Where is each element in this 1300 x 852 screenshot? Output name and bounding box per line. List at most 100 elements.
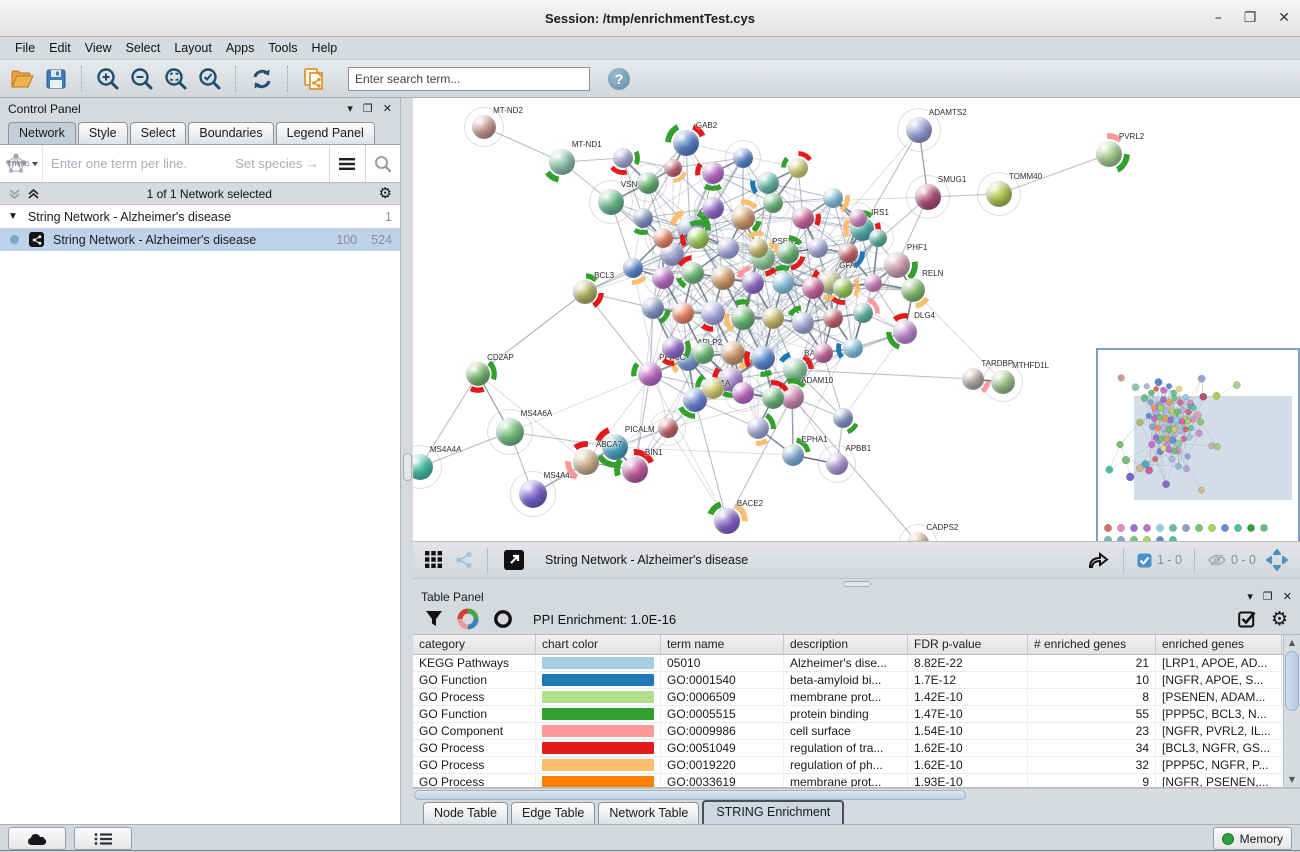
- network-node-ms4a4a[interactable]: MS4A4A: [413, 454, 433, 480]
- import-network-icon[interactable]: [300, 65, 328, 93]
- panel-close-icon[interactable]: ✕: [1283, 590, 1292, 603]
- filter-icon[interactable]: [425, 610, 443, 628]
- network-node-bin1[interactable]: BIN1: [622, 457, 648, 483]
- network-node[interactable]: [808, 238, 828, 258]
- network-node[interactable]: [721, 341, 745, 365]
- network-node[interactable]: [702, 197, 724, 219]
- menu-edit[interactable]: Edit: [42, 39, 78, 57]
- table-hscrollbar[interactable]: [413, 788, 1300, 800]
- network-node-vsnl1[interactable]: VSNL1: [598, 189, 624, 215]
- network-collection-row[interactable]: ▼ String Network - Alzheimer's disease 1: [0, 205, 400, 228]
- network-node[interactable]: [748, 238, 768, 258]
- network-node[interactable]: [637, 172, 659, 194]
- network-node[interactable]: [792, 207, 814, 229]
- network-node[interactable]: [731, 206, 755, 230]
- network-node-mthfd1l[interactable]: MTHFD1L: [991, 370, 1015, 394]
- panel-float-icon[interactable]: ❐: [1263, 590, 1273, 603]
- zoom-in-icon[interactable]: [94, 65, 122, 93]
- network-node[interactable]: [788, 158, 808, 178]
- menu-help[interactable]: Help: [305, 39, 345, 57]
- tab-node-table[interactable]: Node Table: [423, 802, 508, 824]
- network-node[interactable]: [733, 148, 753, 168]
- network-node[interactable]: [652, 267, 674, 289]
- zoom-out-icon[interactable]: [128, 65, 156, 93]
- network-node[interactable]: [751, 346, 775, 370]
- network-node[interactable]: [717, 237, 739, 259]
- network-node-bace2[interactable]: BACE2: [714, 508, 740, 534]
- network-node[interactable]: [802, 277, 824, 299]
- network-node-bcl3[interactable]: BCL3: [573, 280, 597, 304]
- panel-close-icon[interactable]: ✕: [383, 102, 392, 115]
- network-node[interactable]: [823, 308, 843, 328]
- network-share-icon[interactable]: [453, 546, 475, 574]
- memory-button[interactable]: Memory: [1213, 827, 1292, 850]
- network-node[interactable]: [662, 337, 684, 359]
- network-node[interactable]: [772, 272, 794, 294]
- network-node[interactable]: [864, 274, 882, 292]
- save-session-icon[interactable]: [42, 65, 70, 93]
- network-node-ppp5c[interactable]: PPP5C: [638, 362, 662, 386]
- tab-style[interactable]: Style: [78, 122, 128, 144]
- column-header[interactable]: # enriched genes: [1028, 635, 1156, 654]
- minimize-button[interactable]: –: [1215, 10, 1222, 26]
- menu-select[interactable]: Select: [119, 39, 168, 57]
- tab-legend-panel[interactable]: Legend Panel: [276, 122, 375, 144]
- network-node[interactable]: [742, 272, 764, 294]
- network-node[interactable]: [843, 338, 863, 358]
- network-gear-icon[interactable]: ⚙: [379, 186, 392, 201]
- export-network-icon[interactable]: [1085, 546, 1111, 574]
- network-node[interactable]: [777, 242, 799, 264]
- column-header[interactable]: category: [413, 635, 536, 654]
- menu-view[interactable]: View: [78, 39, 119, 57]
- table-vscrollbar[interactable]: ▲ ▼: [1283, 635, 1300, 786]
- splitter-handle[interactable]: [843, 581, 871, 587]
- network-node[interactable]: [838, 243, 858, 263]
- network-node[interactable]: [702, 377, 724, 399]
- network-node[interactable]: [763, 193, 783, 213]
- tree-expander-icon[interactable]: ▼: [8, 211, 18, 222]
- grid-view-icon[interactable]: [423, 546, 445, 574]
- network-node-tardbp[interactable]: TARDBP: [962, 368, 984, 390]
- set-species-label[interactable]: Set species →: [235, 156, 329, 171]
- tab-network-table[interactable]: Network Table: [598, 802, 699, 824]
- column-header[interactable]: term name: [661, 635, 784, 654]
- network-node[interactable]: [653, 228, 673, 248]
- chart-color-icon[interactable]: [457, 608, 479, 630]
- network-node[interactable]: [687, 227, 709, 249]
- open-in-window-icon[interactable]: [501, 546, 527, 574]
- column-header[interactable]: description: [784, 635, 908, 654]
- network-node-reln[interactable]: RELN: [901, 278, 925, 302]
- network-node-gab2[interactable]: GAB2: [673, 130, 699, 156]
- network-node[interactable]: [732, 382, 754, 404]
- network-node-mt-nd2[interactable]: MT-ND2: [472, 115, 496, 139]
- network-node-mt-nd1[interactable]: MT-ND1: [549, 149, 575, 175]
- network-node[interactable]: [672, 302, 694, 324]
- string-search-icon[interactable]: [365, 145, 401, 182]
- splitter-handle[interactable]: [403, 453, 412, 481]
- network-node[interactable]: [711, 266, 735, 290]
- zoom-selected-icon[interactable]: [196, 65, 224, 93]
- network-node-cd2ap[interactable]: CD2AP: [466, 362, 490, 386]
- select-columns-icon[interactable]: [1238, 610, 1257, 629]
- network-node-apbb1[interactable]: APBB1: [826, 453, 848, 475]
- tab-boundaries[interactable]: Boundaries: [188, 122, 273, 144]
- column-header[interactable]: chart color: [536, 635, 661, 654]
- network-node[interactable]: [613, 148, 633, 168]
- network-node[interactable]: [833, 278, 853, 298]
- network-node-adamts2[interactable]: ADAMTS2: [906, 117, 932, 143]
- tab-network[interactable]: Network: [8, 122, 76, 144]
- help-icon[interactable]: ?: [608, 68, 630, 90]
- string-logo-icon[interactable]: STRING: [0, 145, 43, 182]
- column-header[interactable]: enriched genes: [1156, 635, 1282, 654]
- network-node[interactable]: [762, 307, 784, 329]
- network-node[interactable]: [623, 258, 643, 278]
- network-node[interactable]: [731, 306, 755, 330]
- network-node[interactable]: [762, 387, 784, 409]
